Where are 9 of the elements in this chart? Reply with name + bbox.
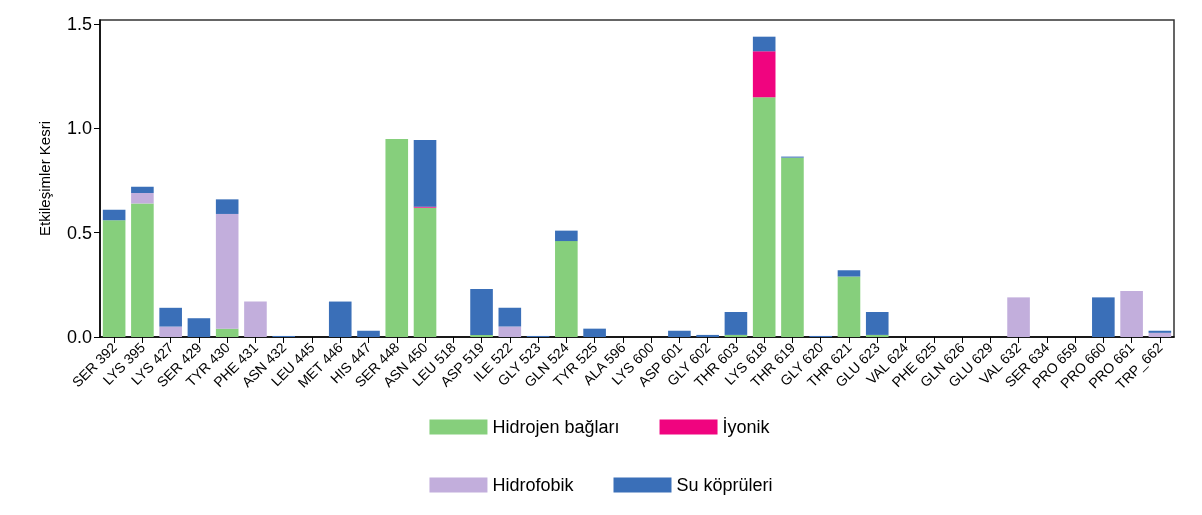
legend-label: Su köprüleri bbox=[676, 475, 773, 495]
y-tick-label: 0.0 bbox=[66, 327, 92, 347]
legend-label: İyonik bbox=[722, 417, 771, 437]
y-tick-label: 0.5 bbox=[66, 222, 92, 243]
legend-label: Hidrofobik bbox=[492, 475, 575, 495]
legend-label: Hidrojen bağları bbox=[492, 417, 620, 437]
y-axis-title: Etkileşimler Kesri bbox=[36, 120, 53, 237]
y-tick-label: 1.5 bbox=[66, 14, 92, 35]
y-tick-label: 1.0 bbox=[66, 118, 92, 139]
